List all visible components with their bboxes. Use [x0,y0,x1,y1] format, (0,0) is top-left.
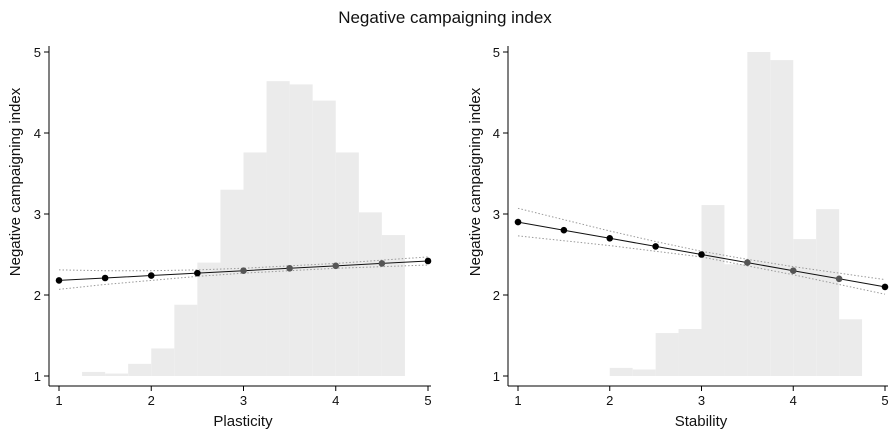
x-tick-label: 2 [148,393,155,408]
data-point [332,262,340,270]
histogram-bar [655,333,679,376]
y-tick-label: 1 [493,369,500,384]
data-point [698,251,705,258]
data-point [560,226,568,234]
y-axis-title: Negative campaigning index [467,87,484,276]
x-axis-title: Plasticity [213,413,273,430]
y-tick-label: 3 [493,207,500,222]
histogram-bar [128,363,152,376]
y-tick-label: 5 [493,45,500,60]
histogram-bar [151,348,175,376]
chart-title: Negative campaigning index [338,8,552,27]
y-tick-label: 4 [34,126,41,141]
histogram [82,81,405,377]
x-tick-label: 5 [881,393,888,408]
x-tick-label: 2 [606,393,613,408]
y-tick-label: 1 [34,369,41,384]
y-tick-label: 2 [493,288,500,303]
data-point [606,235,614,242]
histogram-bar [632,369,656,376]
x-tick-label: 4 [332,393,339,408]
histogram-bar [701,205,725,376]
histogram-bar [105,373,129,376]
data-point [881,283,889,291]
histogram-bar [335,152,359,376]
data-point [240,267,247,275]
x-tick-label: 1 [55,393,62,408]
histogram [609,52,863,376]
data-point [424,257,432,265]
histogram-bar [220,189,244,376]
ci-upper-line [517,207,886,281]
histogram-bar [358,212,382,376]
histogram-bar [243,152,267,376]
x-tick-label: 1 [514,393,521,408]
data-point [514,218,522,226]
x-tick-label: 5 [424,393,431,408]
histogram-bar [678,329,702,376]
axes: 1 2 3 4 5 1 2 3 4 5 [34,45,432,408]
histogram-bar [174,304,198,376]
axes: 1 2 3 4 5 1 2 3 4 5 [493,45,889,408]
data-point [744,259,751,266]
panel-plasticity: Plasticity Negative campaigning index 1 2… [7,45,432,430]
histogram-bar [197,262,221,376]
data-point [194,269,201,277]
x-tick-label: 4 [790,393,797,408]
data-point [835,275,843,283]
histogram-bar [839,319,863,376]
data-point [789,267,797,275]
histogram-bar [609,367,633,376]
histogram-bar [747,52,771,376]
histogram-bar [289,84,313,377]
data-point [286,264,293,272]
histogram-bar [82,371,106,376]
panel-stability: Stability Negative campaigning index 1 2 3… [467,45,889,430]
ci-lower-line [58,264,429,290]
x-tick-label: 3 [240,393,247,408]
y-tick-label: 3 [34,207,41,222]
y-tick-label: 5 [34,45,41,60]
data-point [652,243,659,250]
histogram-bar [816,209,840,376]
data-point [147,272,155,279]
histogram-bar [381,235,405,376]
data-point [378,260,386,267]
x-tick-label: 3 [698,393,705,408]
histogram-bar [793,239,817,376]
ci-lower-line [517,235,886,295]
histogram-bar [724,264,748,376]
histogram-bar [312,100,336,376]
y-axis-title: Negative campaigning index [7,87,24,276]
data-point [101,274,109,282]
x-axis-title: Stability [675,413,728,430]
y-tick-label: 4 [493,126,500,141]
data-point [55,277,63,284]
histogram-bar [266,81,290,376]
histogram-bar [770,60,794,376]
y-tick-label: 2 [34,288,41,303]
